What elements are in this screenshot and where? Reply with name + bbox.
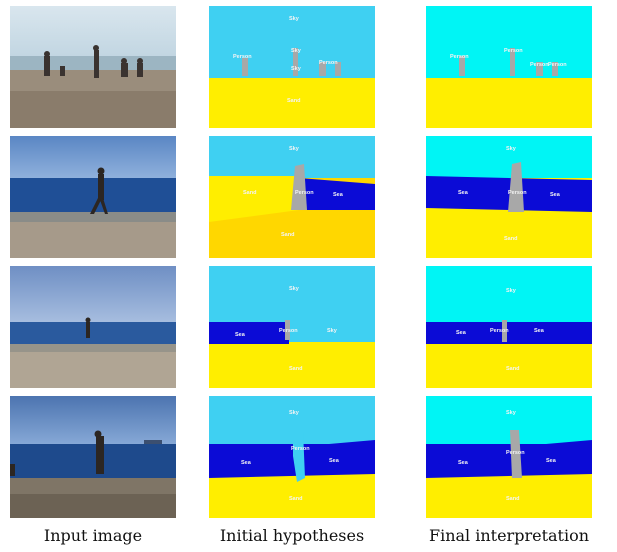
final-interpretation-row-2: Sea Person Sea Sky Sand [426, 136, 592, 258]
initial-label-sky-2: Sky [327, 328, 338, 334]
initial-label-sky: Sky [289, 286, 300, 292]
initial-label-person: Person [291, 446, 310, 452]
final-label-sky: Sky [506, 146, 517, 152]
final-label-sea: Sea [458, 190, 469, 196]
initial-hypotheses-row-3: Sky Sea Person Sky Sand [209, 266, 375, 388]
final-label-person: Person [506, 450, 525, 456]
initial-label-sky: Sky [289, 16, 300, 22]
initial-label-sand-2: Sand [281, 232, 294, 238]
final-label-sea: Sea [456, 330, 467, 336]
final-label-sea-2: Sea [550, 192, 561, 198]
final-interpretation-row-1: Person Person Person Person [426, 6, 592, 128]
initial-label-sand: Sand [289, 366, 302, 372]
initial-label-sand: Sand [287, 98, 300, 104]
initial-label-sand: Sand [243, 190, 256, 196]
column-caption-final-interpretation: Final interpretation [428, 526, 590, 545]
initial-label-sea: Sea [235, 332, 246, 338]
initial-label-person: Person [295, 190, 314, 196]
final-label-person: Person [490, 328, 509, 334]
final-interpretation-row-3: Sky Sea Person Sea Sand [426, 266, 592, 388]
final-label-sand: Sand [506, 366, 519, 372]
initial-label-person: Person [279, 328, 298, 334]
input-image-row-3 [10, 266, 176, 388]
final-label-sky: Sky [506, 288, 517, 294]
initial-label-sky-3: Sky [291, 66, 302, 72]
final-interpretation-row-4: Sky Sea Person Sea Sand [426, 396, 592, 518]
column-caption-initial-hypotheses: Initial hypotheses [219, 526, 365, 545]
initial-label-sand: Sand [289, 496, 302, 502]
initial-label-person: Person [233, 54, 252, 60]
initial-hypotheses-row-1: Sky Person Sky Sky Person Sand [209, 6, 375, 128]
final-label-sea-2: Sea [534, 328, 545, 334]
initial-label-person-2: Person [319, 60, 338, 66]
input-image-row-1 [10, 6, 176, 128]
initial-hypotheses-row-4: Sky Sea Person Sea Sand [209, 396, 375, 518]
final-label-person: Person [450, 54, 469, 60]
initial-label-sea: Sea [241, 460, 252, 466]
final-label-person-4: Person [548, 62, 567, 68]
final-label-sky: Sky [506, 410, 517, 416]
final-label-sea-2: Sea [546, 458, 557, 464]
final-label-person-2: Person [504, 48, 523, 54]
input-image-row-4 [10, 396, 176, 518]
initial-hypotheses-row-2: Sky Sand Person Sea Sand [209, 136, 375, 258]
initial-label-sea: Sea [333, 192, 344, 198]
final-label-person: Person [508, 190, 527, 196]
final-label-sand: Sand [504, 236, 517, 242]
initial-label-sea-2: Sea [329, 458, 340, 464]
initial-label-sky-2: Sky [291, 48, 302, 54]
initial-label-sky: Sky [289, 410, 300, 416]
final-label-sea: Sea [458, 460, 469, 466]
initial-label-sky: Sky [289, 146, 300, 152]
column-caption-input-image: Input image [43, 526, 143, 545]
final-label-person-3: Person [530, 62, 549, 68]
final-label-sand: Sand [506, 496, 519, 502]
input-image-row-2 [10, 136, 176, 258]
